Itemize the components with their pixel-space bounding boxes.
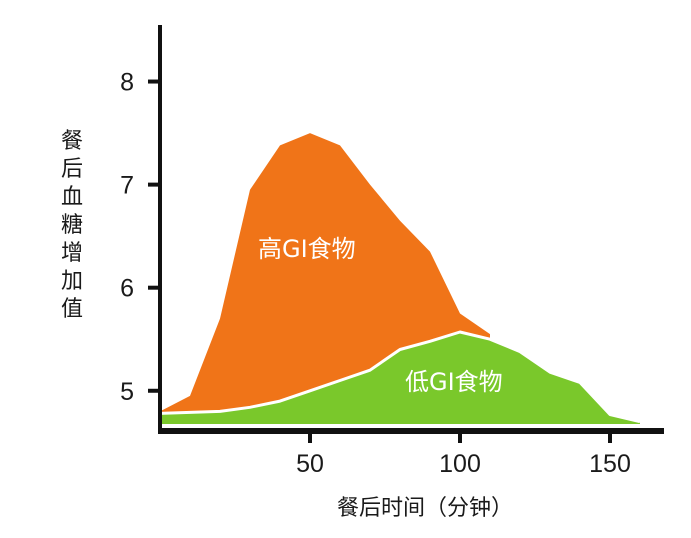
series-label-high-gi: 高GI食物 bbox=[258, 235, 356, 263]
y-axis-title: 餐后血糖增加值 bbox=[61, 129, 83, 322]
y-tick-label-5: 5 bbox=[120, 378, 134, 406]
low-gi-outline bbox=[159, 330, 641, 424]
y-tick-label-6: 6 bbox=[120, 275, 134, 303]
ticks: 5 6 7 8 50 100 150 bbox=[120, 69, 631, 478]
series-label-low-gi: 低GI食物 bbox=[405, 368, 503, 396]
x-tick-label-50: 50 bbox=[296, 450, 324, 478]
plot-areas bbox=[159, 133, 641, 424]
x-axis-title: 餐后时间（分钟） bbox=[337, 496, 513, 521]
x-tick-label-100: 100 bbox=[439, 450, 481, 478]
low-gi-area bbox=[160, 332, 640, 424]
axes bbox=[158, 25, 664, 434]
y-tick-label-7: 7 bbox=[120, 172, 134, 200]
y-tick-label-8: 8 bbox=[120, 69, 134, 97]
x-tick-label-150: 150 bbox=[589, 450, 631, 478]
